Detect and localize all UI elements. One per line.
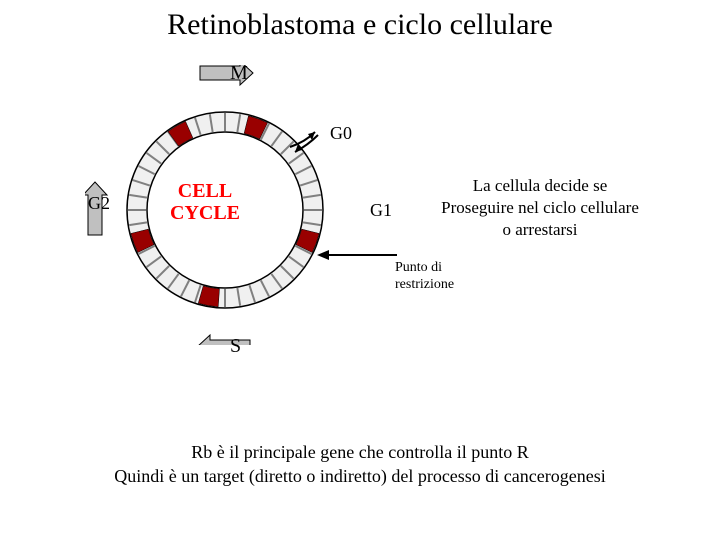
decision-line2: Proseguire nel ciclo cellulare <box>441 198 639 217</box>
restriction-arrow-icon <box>317 248 397 260</box>
decision-line3: o arrestarsi <box>502 220 577 239</box>
restriction-line1: Punto di <box>395 260 442 275</box>
decision-line1: La cellula decide se <box>473 176 608 195</box>
phase-g1-label: G1 <box>370 200 392 221</box>
page-title: Retinoblastoma e ciclo cellulare <box>0 8 720 42</box>
decision-text: La cellula decide se Proseguire nel cicl… <box>400 175 680 241</box>
restriction-point-label: Punto di restrizione <box>395 260 454 294</box>
bottom-line2: Quindi è un target (diretto o indiretto)… <box>114 466 606 486</box>
cell-cycle-center-label: CELLCYCLE <box>170 180 240 224</box>
phase-s-label: S <box>230 335 241 358</box>
restriction-line2: restrizione <box>395 277 454 292</box>
bottom-line1: Rb è il principale gene che controlla il… <box>191 442 528 462</box>
phase-m-label: M <box>230 62 248 85</box>
phase-g2-label: G2 <box>88 193 110 214</box>
cell-label: CELLCYCLE <box>170 180 240 224</box>
phase-g0-label: G0 <box>330 123 352 144</box>
bottom-caption: Rb è il principale gene che controlla il… <box>0 440 720 489</box>
